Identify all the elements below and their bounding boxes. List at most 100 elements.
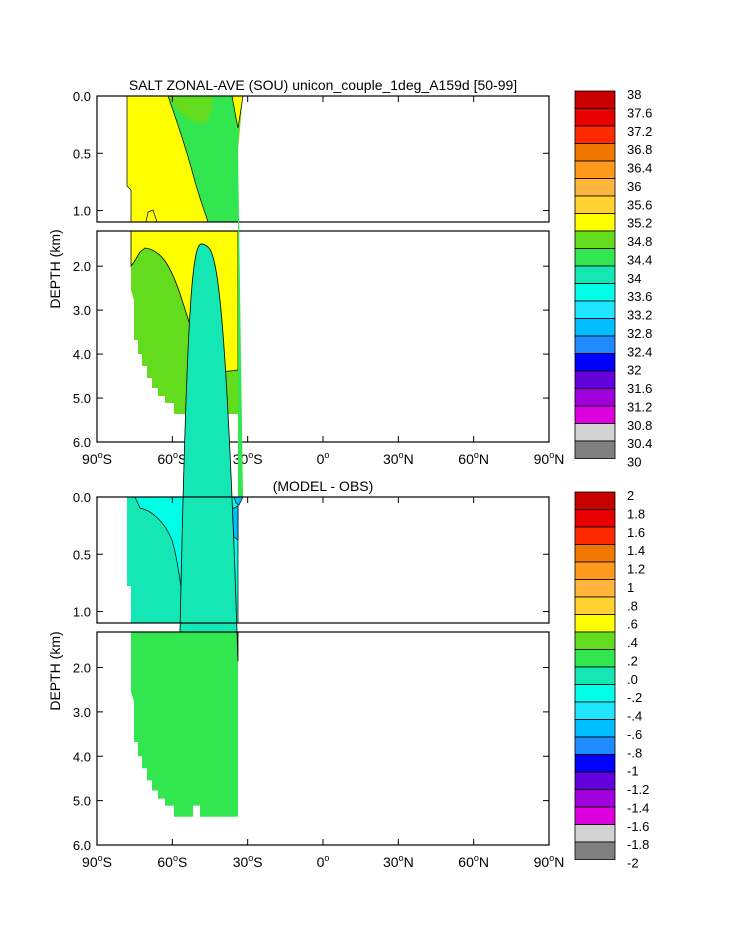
colorbar-swatch (574, 561, 616, 580)
ytick-label: 5.0 (73, 794, 91, 809)
xtick-label: 60oS (157, 450, 187, 467)
colorbar-swatch (574, 178, 616, 197)
colorbar-label: 34.8 (627, 234, 652, 249)
colorbar-label: 31.6 (627, 381, 652, 396)
colorbar-label: 36 (627, 179, 641, 194)
colorbar-swatch (574, 213, 616, 232)
colorbar-label: 35.2 (627, 216, 652, 231)
colorbar-label: 32.4 (627, 344, 652, 359)
colorbar-swatch (574, 125, 616, 144)
colorbar-swatch (574, 526, 616, 545)
colorbar-label: 30.8 (627, 418, 652, 433)
colorbar-swatch (574, 318, 616, 337)
colorbar-label: -1.4 (627, 800, 649, 815)
colorbar-swatch (574, 248, 616, 267)
colorbar-swatch (574, 579, 616, 598)
colorbar-label: 37.2 (627, 124, 652, 139)
colorbar-label: 32.8 (627, 326, 652, 341)
colorbar-label: 33.6 (627, 289, 652, 304)
colorbar-label: -1.2 (627, 782, 649, 797)
yaxis-label: DEPTH (km) (47, 229, 63, 308)
colorbar-swatch (574, 824, 616, 843)
colorbar-swatch (574, 806, 616, 825)
colorbar-label: -1.8 (627, 837, 649, 852)
colorbar-label: 38 (627, 87, 641, 102)
ytick-label: 4.0 (73, 347, 91, 362)
xtick-label: 30oN (383, 853, 414, 870)
xtick-label: 60oN (458, 450, 489, 467)
colorbar-swatch (574, 108, 616, 127)
colorbar-label: 34 (627, 271, 641, 286)
colorbar-swatch (574, 335, 616, 354)
chart-title: (MODEL - OBS) (273, 478, 374, 494)
difference-chart: (MODEL - OBS)0.00.51.02.03.04.05.06.0DEP… (47, 150, 649, 871)
xtick-label: 90oS (82, 853, 112, 870)
colorbar-swatch (574, 719, 616, 738)
colorbar-label: 1 (627, 580, 634, 595)
colorbar-swatch (574, 160, 616, 179)
colorbar-label: .0 (627, 672, 638, 687)
colorbar-label: 35.6 (627, 197, 652, 212)
colorbar-swatch (574, 684, 616, 703)
ytick-label: 2.0 (73, 661, 91, 676)
colorbar-label: -.8 (627, 745, 642, 760)
colorbar-label: 1.8 (627, 506, 645, 521)
colorbar-label: 1.6 (627, 525, 645, 540)
colorbar-swatch (574, 353, 616, 372)
colorbar-label: 30.4 (627, 436, 652, 451)
xtick-label: 60oS (157, 853, 187, 870)
colorbar-label: .8 (627, 598, 638, 613)
ytick-label: 4.0 (73, 749, 91, 764)
colorbar-label: .4 (627, 635, 638, 650)
colorbar-swatch (574, 649, 616, 668)
colorbar-swatch (574, 789, 616, 808)
xtick-label: 90oN (534, 853, 565, 870)
colorbar-label: -1.6 (627, 819, 649, 834)
colorbar-label: 36.4 (627, 161, 652, 176)
colorbar-swatch (574, 491, 616, 510)
colorbar-label: -1 (627, 764, 639, 779)
colorbar-swatch (574, 509, 616, 528)
ytick-label: 1.0 (73, 204, 91, 219)
colorbar-swatch (574, 143, 616, 162)
colorbar-swatch (574, 666, 616, 685)
colorbar-label: -2 (627, 856, 639, 871)
colorbar-swatch (574, 405, 616, 424)
colorbar-swatch (574, 544, 616, 563)
colorbar-label: 33.2 (627, 308, 652, 323)
colorbar-swatch (574, 596, 616, 615)
chart-title: SALT ZONAL-AVE (SOU) unicon_couple_1deg_… (129, 77, 517, 93)
colorbar-label: 1.4 (627, 543, 645, 558)
colorbar-swatch (574, 370, 616, 389)
colorbar-label: 30 (627, 455, 641, 470)
ytick-label: 1.0 (73, 605, 91, 620)
colorbar-swatch (574, 230, 616, 249)
colorbar-swatch (574, 388, 616, 407)
region-lower-fresh-cap (179, 243, 239, 662)
colorbar-label: 31.2 (627, 399, 652, 414)
colorbar-label: 36.8 (627, 142, 652, 157)
colorbar-swatch (574, 754, 616, 773)
ytick-label: 6.0 (73, 435, 91, 450)
region-lower-base (131, 632, 238, 817)
xtick-label: 30oS (233, 853, 263, 870)
colorbar-swatch (574, 440, 616, 459)
colorbar-label: 32 (627, 363, 641, 378)
colorbar-label: 34.4 (627, 252, 652, 267)
xtick-label: 0o (317, 450, 330, 467)
colorbar-swatch (574, 771, 616, 790)
colorbar-swatch (574, 265, 616, 284)
colorbar-swatch (574, 90, 616, 109)
colorbar-label: 37.6 (627, 105, 652, 120)
colorbar-label: -.2 (627, 690, 642, 705)
xtick-label: 30oS (233, 450, 263, 467)
ytick-label: 0.0 (73, 490, 91, 505)
colorbar-label: .2 (627, 653, 638, 668)
colorbar-swatch (574, 701, 616, 720)
colorbar-label: -.4 (627, 709, 642, 724)
colorbar-swatch (574, 423, 616, 442)
colorbar-swatch (574, 195, 616, 214)
xtick-label: 60oN (458, 853, 489, 870)
colorbar-swatch (574, 614, 616, 633)
colorbar-label: .6 (627, 617, 638, 632)
